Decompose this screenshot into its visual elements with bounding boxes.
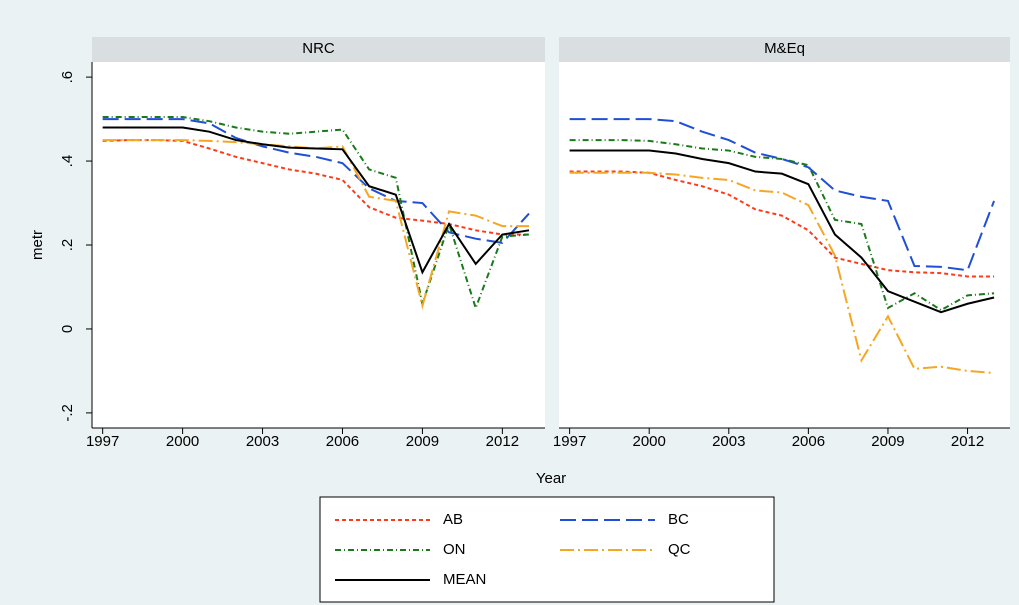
legend-label: MEAN (443, 571, 486, 588)
x-tick-label: 2009 (871, 433, 904, 450)
series-line (102, 126, 530, 275)
panel-title: NRC (302, 40, 335, 57)
y-tick-label: .6 (59, 71, 76, 84)
y-tick-label: 0 (59, 325, 76, 333)
x-tick-label: 2006 (326, 433, 359, 450)
panel-title: M&Eq (764, 40, 805, 57)
series-line (569, 139, 995, 312)
x-tick-label: 2000 (633, 433, 666, 450)
legend-label: AB (443, 511, 463, 528)
y-tick-label: .2 (59, 239, 76, 252)
legend-label: BC (668, 511, 689, 528)
x-tick-label: 2003 (246, 433, 279, 450)
x-tick-label: 2012 (951, 433, 984, 450)
series-line (569, 170, 995, 278)
plot-area (92, 62, 545, 428)
series-line (102, 139, 530, 310)
series-line (102, 139, 530, 236)
x-tick-label: 2012 (486, 433, 519, 450)
x-tick-label: 2009 (406, 433, 439, 450)
y-tick-label: .4 (59, 155, 76, 168)
series-line (569, 149, 995, 314)
plot-area (559, 62, 1010, 428)
series-line (569, 171, 995, 375)
legend-label: QC (668, 541, 691, 558)
y-axis-title: metr (29, 230, 46, 260)
x-axis-title: Year (536, 470, 566, 487)
x-tick-label: 2000 (166, 433, 199, 450)
legend-box (319, 496, 775, 603)
panel-strip (92, 37, 545, 62)
series-line (569, 118, 996, 272)
series-line (102, 118, 530, 244)
x-tick-label: 1997 (553, 433, 586, 450)
x-tick-label: 2006 (792, 433, 825, 450)
x-tick-label: 2003 (712, 433, 745, 450)
series-line (102, 115, 530, 312)
y-tick-label: -.2 (59, 404, 76, 422)
panel-strip (559, 37, 1010, 62)
x-tick-label: 1997 (86, 433, 119, 450)
legend-label: ON (443, 541, 466, 558)
